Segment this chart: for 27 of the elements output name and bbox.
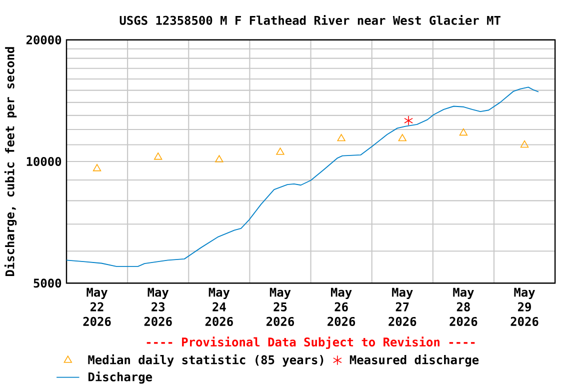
y-tick-label: 20000 [26,36,62,45]
point [520,140,529,148]
x-tick-label: May 26 2026 [328,288,356,326]
y-tick-label: 10000 [26,157,62,166]
text: ---- Provisional Data Subject to Revision ---- [146,336,475,350]
line-series [66,86,539,268]
legend-label: Measured discharge [350,354,479,367]
x-tick-label: May 29 2026 [510,288,538,326]
legend-label: Discharge [88,372,152,384]
point [404,116,413,126]
x-tick-label: May 22 2026 [83,288,111,326]
chart-title: USGS 12358500 M F Flathead River near West Glacier MT [120,15,500,26]
x-tick-label: May 27 2026 [388,288,416,326]
legend-label: Median daily statistic (85 years) [88,354,324,367]
point [276,148,284,156]
point [92,164,102,172]
y-axis-title: Discharge, cubic feet per second [4,47,17,276]
x-tick-label: May 24 2026 [205,288,233,326]
x-tick-label: May 25 2026 [266,288,294,326]
point [398,134,406,142]
y-tick-label: 5000 [34,278,62,288]
x-tick-label: May 23 2026 [144,288,172,326]
point [215,155,224,163]
x-tick-label: May 28 2026 [450,288,478,326]
point [459,128,468,136]
point [154,152,162,160]
point [337,134,346,142]
